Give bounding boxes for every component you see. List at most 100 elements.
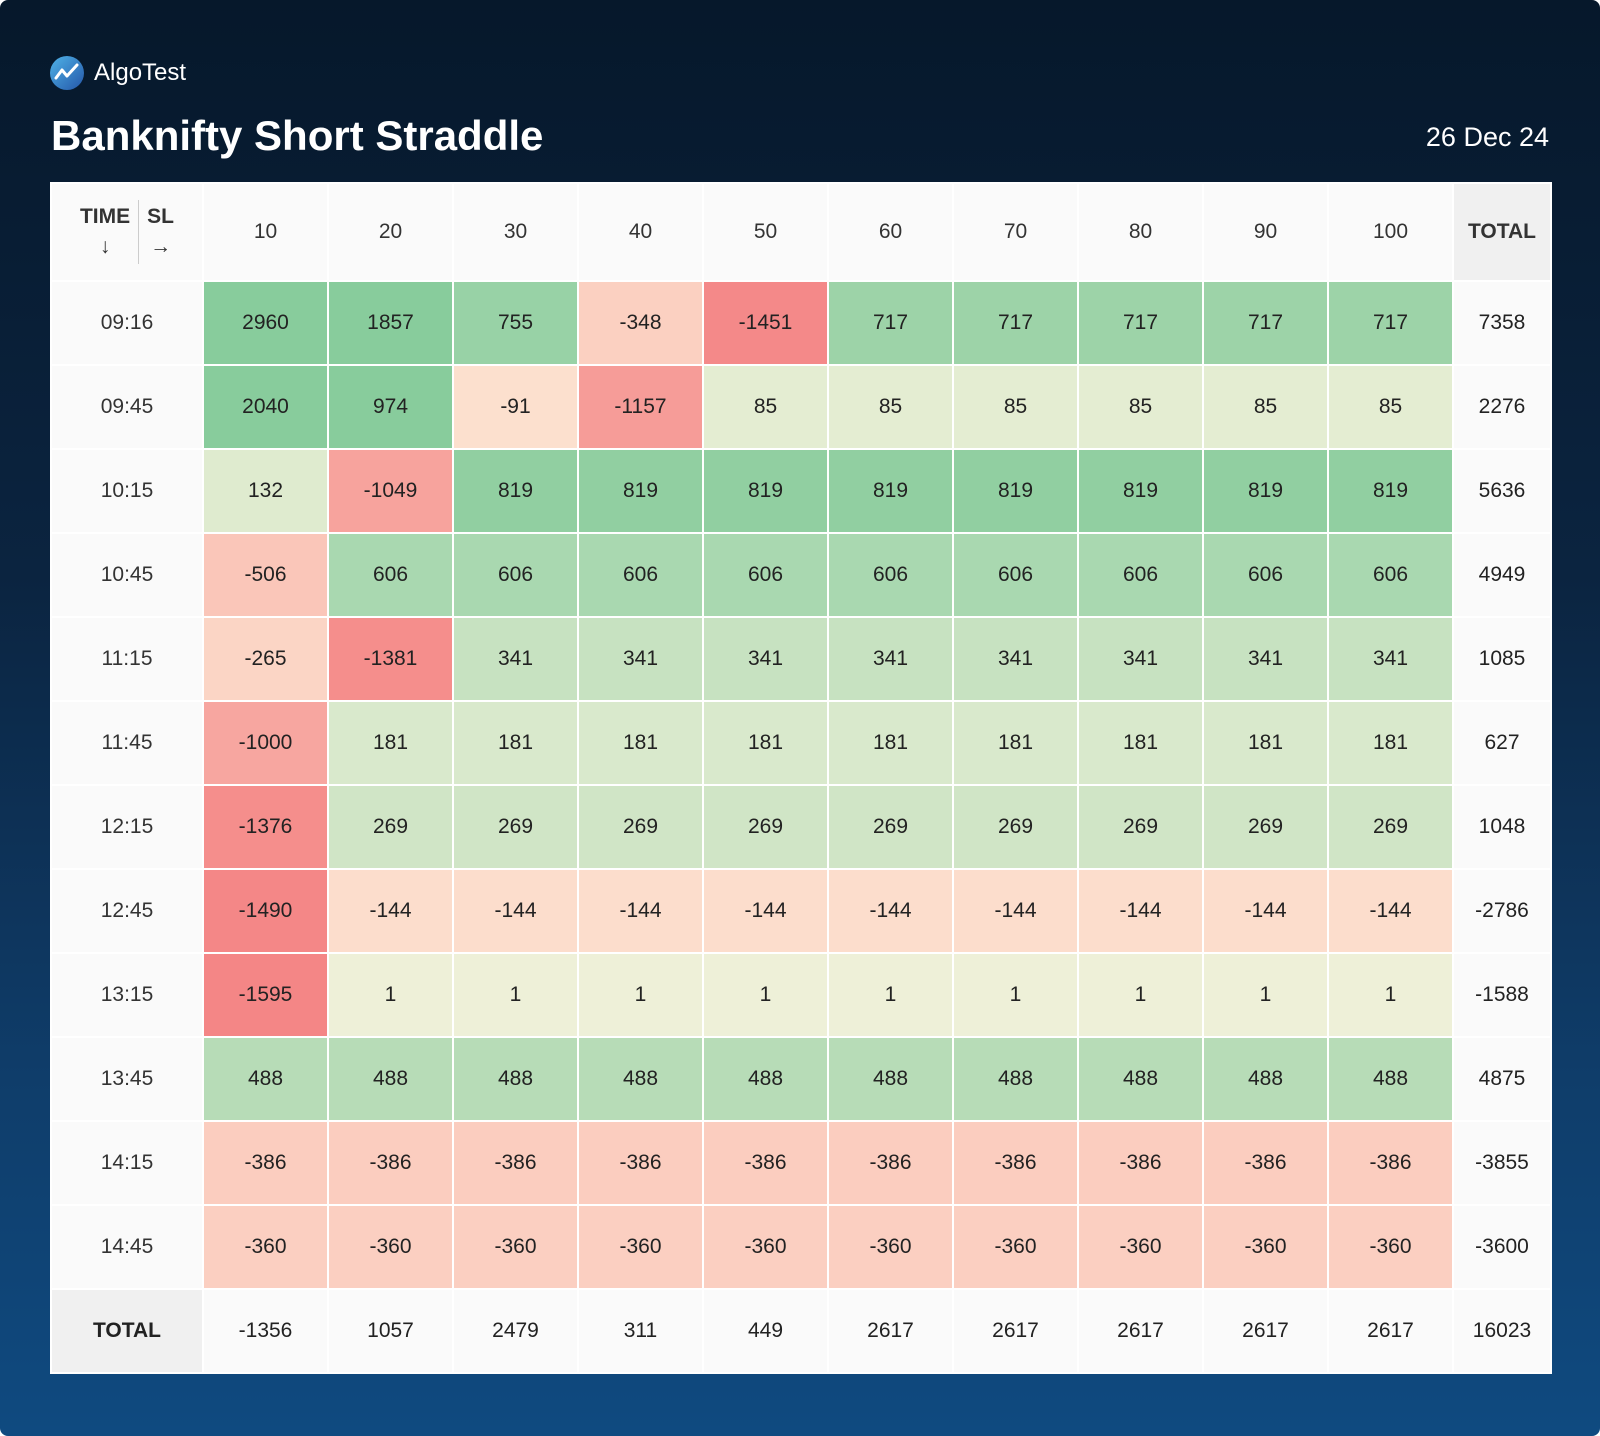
value-cell: 181 xyxy=(827,700,954,786)
value-cell: 269 xyxy=(452,784,579,870)
logo xyxy=(50,56,84,90)
row: 11:15 -265 -1381 341 341 341 341 341 341 341 341 10… xyxy=(50,616,1552,702)
value-cell: -91 xyxy=(452,364,579,450)
column-header: 20 xyxy=(327,182,454,282)
total-header: TOTAL xyxy=(1452,182,1552,282)
value-cell: 488 xyxy=(1202,1036,1329,1122)
row: 12:45 -1490 -144 -144 -144 -144 -144 -144 -144 -1… xyxy=(50,868,1552,954)
time-cell: 13:45 xyxy=(50,1036,204,1122)
value-cell: 269 xyxy=(1327,784,1454,870)
column-header: 70 xyxy=(952,182,1079,282)
value-cell: 85 xyxy=(1077,364,1204,450)
value-cell: 2040 xyxy=(202,364,329,450)
value-cell: 341 xyxy=(1327,616,1454,702)
value-cell: -1595 xyxy=(202,952,329,1038)
row: 13:45 488 488 488 488 488 488 488 488 488 488 4875 xyxy=(50,1036,1552,1122)
value-cell: -360 xyxy=(952,1204,1079,1290)
brand: AlgoTest xyxy=(50,56,186,90)
value-cell: 819 xyxy=(1327,448,1454,534)
value-cell: 606 xyxy=(827,532,954,618)
value-cell: -360 xyxy=(452,1204,579,1290)
value-cell: 269 xyxy=(827,784,954,870)
row-total: 627 xyxy=(1452,700,1552,786)
column-total: 2617 xyxy=(1077,1288,1204,1374)
row: 10:45 -506 606 606 606 606 606 606 606 606 606 4949 xyxy=(50,532,1552,618)
row-arrow: ↓ xyxy=(99,235,111,258)
corner-cell: TIME ↓ SL → xyxy=(50,182,204,282)
value-cell: 181 xyxy=(577,700,704,786)
value-cell: -1451 xyxy=(702,280,829,366)
value-cell: -1157 xyxy=(577,364,704,450)
value-cell: -144 xyxy=(702,868,829,954)
title: Banknifty Short Straddle xyxy=(51,112,544,159)
value-cell: 341 xyxy=(827,616,954,702)
grand-total: 16023 xyxy=(1452,1288,1552,1374)
value-cell: 1 xyxy=(702,952,829,1038)
value-cell: 819 xyxy=(1202,448,1329,534)
value-cell: 606 xyxy=(952,532,1079,618)
value-cell: 819 xyxy=(1077,448,1204,534)
value-cell: -386 xyxy=(202,1120,329,1206)
row-total: 5636 xyxy=(1452,448,1552,534)
value-cell: 606 xyxy=(702,532,829,618)
value-cell: 1 xyxy=(952,952,1079,1038)
column-total: 449 xyxy=(702,1288,829,1374)
value-cell: 132 xyxy=(202,448,329,534)
value-cell: 606 xyxy=(452,532,579,618)
value-cell: 269 xyxy=(952,784,1079,870)
time-cell: 14:15 xyxy=(50,1120,204,1206)
value-cell: -348 xyxy=(577,280,704,366)
header-row: TIME ↓ SL → 10 20 30 40 50 60 70 80 90 100 TOTAL xyxy=(50,182,1552,282)
value-cell: -506 xyxy=(202,532,329,618)
value-cell: 819 xyxy=(452,448,579,534)
value-cell: 819 xyxy=(702,448,829,534)
time-cell: 12:15 xyxy=(50,784,204,870)
value-cell: 269 xyxy=(577,784,704,870)
value-cell: 181 xyxy=(702,700,829,786)
value-cell: 488 xyxy=(327,1036,454,1122)
row-total: 2276 xyxy=(1452,364,1552,450)
value-cell: 717 xyxy=(1077,280,1204,366)
value-cell: -360 xyxy=(1202,1204,1329,1290)
row: 11:45 -1000 181 181 181 181 181 181 181 181 181 627 xyxy=(50,700,1552,786)
value-cell: 606 xyxy=(1202,532,1329,618)
value-cell: 488 xyxy=(702,1036,829,1122)
value-cell: -360 xyxy=(327,1204,454,1290)
value-cell: 85 xyxy=(1202,364,1329,450)
row: 14:45 -360 -360 -360 -360 -360 -360 -360 -360 -36… xyxy=(50,1204,1552,1290)
column-total: 2479 xyxy=(452,1288,579,1374)
value-cell: 606 xyxy=(327,532,454,618)
column-total: 2617 xyxy=(952,1288,1079,1374)
value-cell: -386 xyxy=(1077,1120,1204,1206)
value-cell: 488 xyxy=(1077,1036,1204,1122)
column-total: 2617 xyxy=(1327,1288,1454,1374)
row-total: -3600 xyxy=(1452,1204,1552,1290)
column-header: 40 xyxy=(577,182,704,282)
row: 09:45 2040 974 -91 -1157 85 85 85 85 85 85 2276 xyxy=(50,364,1552,450)
row: 09:16 2960 1857 755 -348 -1451 717 717 717 717 717… xyxy=(50,280,1552,366)
value-cell: -360 xyxy=(702,1204,829,1290)
value-cell: 1 xyxy=(827,952,954,1038)
value-cell: -386 xyxy=(327,1120,454,1206)
value-cell: 85 xyxy=(702,364,829,450)
value-cell: 1 xyxy=(452,952,579,1038)
value-cell: -144 xyxy=(827,868,954,954)
column-total: -1356 xyxy=(202,1288,329,1374)
column-header: 30 xyxy=(452,182,579,282)
column-header: 50 xyxy=(702,182,829,282)
value-cell: -265 xyxy=(202,616,329,702)
row-total: 1048 xyxy=(1452,784,1552,870)
value-cell: 181 xyxy=(952,700,1079,786)
column-total: 311 xyxy=(577,1288,704,1374)
value-cell: 341 xyxy=(452,616,579,702)
value-cell: 341 xyxy=(702,616,829,702)
row: 10:15 132 -1049 819 819 819 819 819 819 819 819 563… xyxy=(50,448,1552,534)
value-cell: 341 xyxy=(1077,616,1204,702)
value-cell: -386 xyxy=(952,1120,1079,1206)
value-cell: -144 xyxy=(1327,868,1454,954)
total-row: TOTAL -1356 1057 2479 311 449 2617 2617 2617 2617… xyxy=(50,1288,1552,1374)
value-cell: 85 xyxy=(827,364,954,450)
value-cell: -360 xyxy=(577,1204,704,1290)
value-cell: 606 xyxy=(1077,532,1204,618)
time-cell: 10:45 xyxy=(50,532,204,618)
